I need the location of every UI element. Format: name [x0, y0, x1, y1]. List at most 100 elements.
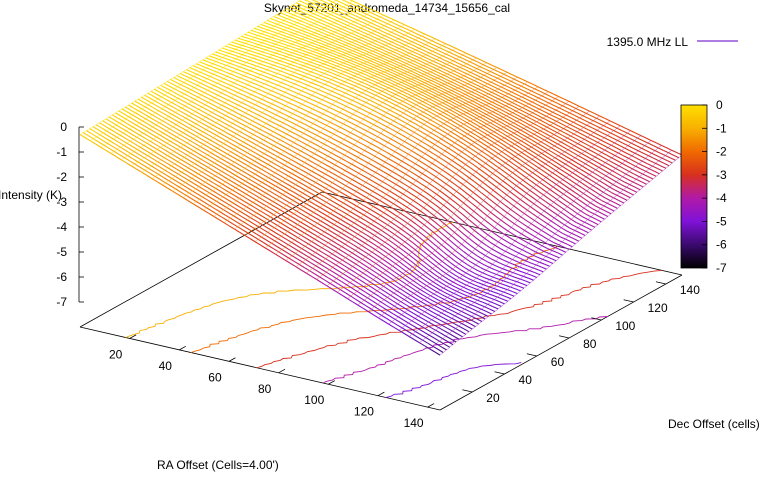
surface-grid-segment	[257, 50, 262, 52]
surface-grid-segment	[451, 277, 456, 280]
surface-grid-segment	[434, 130, 439, 133]
surface-grid-segment	[249, 145, 254, 148]
surface-grid-segment	[390, 191, 395, 194]
surface-grid-segment	[261, 48, 266, 50]
surface-grid-segment	[424, 40, 429, 42]
surface-grid-segment	[346, 258, 351, 261]
surface-grid-segment	[370, 246, 375, 249]
surface-grid-segment	[394, 178, 399, 181]
surface-grid-segment	[469, 207, 474, 211]
surface-grid-segment	[354, 93, 359, 95]
surface-grid-segment	[390, 231, 395, 235]
surface-grid-segment	[585, 222, 590, 225]
surface-grid-segment	[626, 141, 631, 144]
surface-grid-segment	[388, 105, 393, 108]
surface-grid-segment	[547, 98, 552, 100]
surface-grid-segment	[283, 160, 288, 163]
surface-grid-segment	[353, 28, 358, 30]
surface-grid-segment	[364, 63, 369, 65]
surface-grid-segment	[645, 179, 650, 182]
surface-grid-segment	[291, 195, 296, 198]
surface-grid-segment	[297, 46, 302, 48]
surface-grid-segment	[218, 66, 223, 68]
surface-grid-segment	[630, 185, 635, 188]
surface-grid-segment	[528, 184, 533, 188]
surface-grid-segment	[417, 68, 422, 70]
surface-grid-segment	[247, 38, 252, 40]
surface-grid-segment	[418, 99, 423, 102]
surface-grid-segment	[434, 45, 439, 47]
surface-grid-segment	[418, 109, 423, 112]
surface-grid-segment	[476, 296, 481, 298]
surface-grid-segment	[272, 22, 277, 24]
surface-grid-segment	[203, 100, 208, 103]
surface-grid-segment	[367, 131, 372, 134]
surface-grid-segment	[335, 251, 340, 254]
surface-grid-segment	[182, 152, 187, 155]
surface-grid-segment	[262, 169, 267, 172]
surface-grid-segment	[314, 191, 319, 194]
surface-grid-segment	[325, 197, 330, 200]
surface-grid-segment	[524, 158, 529, 162]
surface-grid-segment	[470, 72, 475, 74]
surface-grid-segment	[481, 127, 486, 130]
surface-grid-segment	[333, 51, 338, 53]
surface-grid-segment	[416, 73, 421, 75]
surface-grid-segment	[444, 177, 449, 181]
surface-grid-segment	[329, 186, 334, 189]
surface-grid-segment	[464, 136, 469, 139]
surface-grid-segment	[430, 157, 435, 160]
surface-grid-segment	[373, 59, 378, 61]
surface-grid-segment	[267, 70, 272, 72]
surface-grid-segment	[305, 124, 310, 127]
surface-grid-segment	[469, 102, 474, 105]
surface-grid-segment	[492, 127, 497, 130]
surface-grid-segment	[400, 33, 405, 35]
surface-grid-segment	[410, 84, 415, 86]
surface-grid-segment	[387, 248, 392, 252]
surface-grid-segment	[253, 202, 258, 205]
surface-grid-segment	[313, 124, 318, 127]
surface-grid-segment	[142, 153, 147, 156]
surface-grid-segment	[397, 241, 402, 245]
surface-grid-segment	[304, 133, 309, 136]
surface-grid-segment	[516, 170, 521, 174]
surface-grid-segment	[342, 47, 347, 49]
surface-grid-segment	[518, 275, 523, 277]
surface-grid-segment	[336, 230, 341, 233]
surface-grid-segment	[161, 147, 166, 150]
surface-grid-segment	[481, 176, 486, 180]
surface-grid-segment	[546, 134, 551, 137]
surface-grid-segment	[229, 81, 234, 83]
surface-grid-segment	[508, 185, 513, 189]
surface-grid-segment	[616, 168, 621, 171]
surface-grid-segment	[328, 82, 333, 84]
surface-grid-segment	[222, 138, 227, 141]
surface-grid-segment	[210, 140, 215, 143]
surface-grid-segment	[280, 197, 285, 200]
surface-grid-segment	[437, 257, 442, 261]
surface-grid-segment	[387, 169, 392, 172]
surface-grid-segment	[471, 215, 476, 219]
surface-grid-segment	[187, 70, 192, 72]
surface-grid-segment	[193, 139, 198, 142]
surface-grid-segment	[396, 142, 401, 145]
surface-grid-segment	[456, 135, 461, 138]
surface-grid-segment	[501, 129, 506, 132]
surface-grid-segment	[303, 228, 308, 231]
surface-grid-segment	[435, 65, 440, 67]
surface-grid-segment	[158, 162, 163, 165]
surface-grid-segment	[436, 266, 441, 270]
surface-grid-segment	[268, 39, 273, 41]
surface-grid-segment	[607, 203, 612, 206]
surface-grid-segment	[592, 194, 597, 197]
surface-grid-segment	[598, 189, 603, 192]
surface-grid-segment	[525, 95, 530, 98]
surface-grid-segment	[190, 109, 195, 112]
surface-grid-segment	[494, 288, 499, 290]
surface-grid-segment	[371, 185, 376, 188]
surface-grid-segment	[464, 76, 469, 79]
surface-grid-segment	[476, 100, 481, 103]
surface-grid-segment	[445, 242, 450, 246]
surface-grid-segment	[380, 57, 385, 59]
